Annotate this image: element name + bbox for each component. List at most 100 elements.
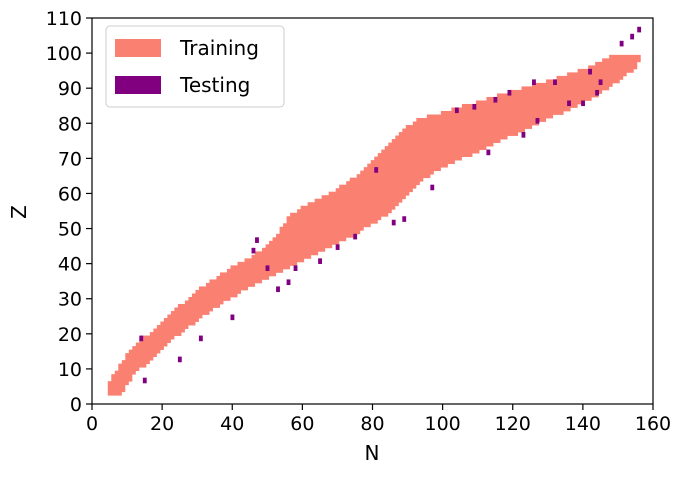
- y-axis-label: Z: [7, 205, 31, 219]
- x-tick-label-0: 0: [86, 413, 98, 435]
- testing-point-6: [255, 237, 259, 243]
- y-tick-label-2: 20: [58, 324, 82, 346]
- training-row-82: [461, 103, 578, 108]
- training-row-26: [184, 300, 224, 305]
- training-row-7: [118, 367, 140, 372]
- testing-point-34: [637, 26, 642, 33]
- training-row-80: [440, 110, 564, 115]
- testing-point-25: [532, 79, 536, 86]
- testing-point-31: [598, 79, 603, 86]
- training-row-45: [276, 233, 354, 238]
- legend-swatch-training: [115, 39, 161, 57]
- training-row-2: [107, 384, 126, 389]
- training-row-47: [279, 226, 364, 231]
- training-row-60: [346, 181, 420, 186]
- y-tick-label-0: 0: [70, 394, 82, 416]
- training-row-43: [269, 240, 340, 245]
- training-row-52: [297, 209, 392, 214]
- training-layer: [107, 54, 641, 396]
- training-row-5: [111, 374, 133, 379]
- training-row-32: [209, 279, 263, 284]
- y-tick-label-11: 110: [46, 8, 82, 30]
- x-tick-label-2: 40: [220, 413, 244, 435]
- testing-point-13: [353, 233, 358, 240]
- training-row-21: [163, 318, 199, 322]
- training-row-41: [262, 247, 326, 252]
- training-row-13: [132, 346, 164, 351]
- training-row-48: [283, 223, 371, 228]
- y-tick-label-6: 60: [58, 183, 82, 205]
- training-row-77: [412, 121, 540, 126]
- testing-point-9: [286, 279, 291, 286]
- testing-point-16: [402, 216, 407, 222]
- testing-point-30: [595, 89, 600, 96]
- training-row-63: [360, 170, 434, 175]
- legend-label-testing: Testing: [179, 73, 250, 97]
- training-row-76: [405, 125, 533, 129]
- training-row-35: [226, 268, 284, 273]
- training-row-69: [381, 149, 480, 154]
- x-tick-label-4: 80: [360, 413, 384, 435]
- training-row-12: [128, 349, 161, 354]
- training-row-20: [160, 321, 196, 326]
- training-row-8: [118, 363, 147, 368]
- legend-swatch-testing: [115, 76, 161, 94]
- training-row-25: [177, 303, 220, 308]
- plot-area: [107, 26, 642, 396]
- training-row-46: [279, 230, 361, 235]
- x-tick-label-5: 100: [424, 413, 460, 435]
- testing-point-22: [507, 89, 512, 96]
- testing-point-23: [521, 132, 526, 138]
- x-tick-label-8: 160: [635, 413, 671, 435]
- testing-point-17: [430, 184, 435, 191]
- y-tick-label-4: 40: [58, 254, 82, 276]
- training-row-87: [521, 86, 610, 91]
- training-row-36: [230, 265, 291, 270]
- training-row-37: [237, 261, 298, 266]
- training-row-14: [135, 342, 168, 347]
- training-row-83: [475, 100, 585, 105]
- training-row-90: [556, 75, 624, 80]
- training-row-89: [546, 79, 620, 84]
- testing-layer: [139, 26, 642, 384]
- training-row-62: [356, 174, 431, 179]
- training-row-92: [577, 68, 634, 73]
- testing-point-33: [630, 33, 635, 40]
- training-row-75: [402, 128, 526, 133]
- training-row-40: [255, 251, 319, 256]
- training-row-59: [339, 184, 417, 189]
- testing-point-19: [472, 103, 477, 110]
- testing-point-26: [553, 79, 557, 86]
- testing-point-15: [391, 219, 396, 226]
- testing-point-14: [374, 167, 379, 173]
- testing-point-24: [535, 118, 540, 124]
- training-row-17: [149, 332, 182, 336]
- training-row-70: [384, 146, 487, 150]
- training-row-31: [205, 282, 256, 287]
- training-row-4: [111, 377, 133, 382]
- testing-point-5: [251, 247, 256, 254]
- training-row-93: [588, 65, 638, 70]
- training-row-42: [265, 244, 333, 249]
- training-row-58: [335, 188, 413, 193]
- testing-point-4: [230, 314, 235, 321]
- testing-point-10: [293, 265, 298, 272]
- training-row-23: [170, 311, 210, 315]
- training-row-64: [363, 167, 441, 172]
- training-row-74: [398, 132, 519, 136]
- testing-point-27: [567, 100, 571, 107]
- y-tick-label-10: 100: [46, 43, 82, 65]
- training-row-15: [139, 339, 171, 343]
- training-row-24: [174, 307, 213, 312]
- training-row-50: [286, 216, 382, 221]
- training-row-68: [377, 153, 473, 158]
- training-row-73: [395, 135, 508, 140]
- training-row-55: [314, 198, 403, 203]
- x-axis-label: N: [365, 441, 380, 465]
- training-row-57: [328, 191, 410, 196]
- testing-point-20: [486, 149, 491, 156]
- training-row-79: [426, 114, 554, 119]
- testing-point-2: [177, 356, 182, 363]
- training-row-18: [153, 328, 185, 333]
- training-row-34: [219, 272, 277, 277]
